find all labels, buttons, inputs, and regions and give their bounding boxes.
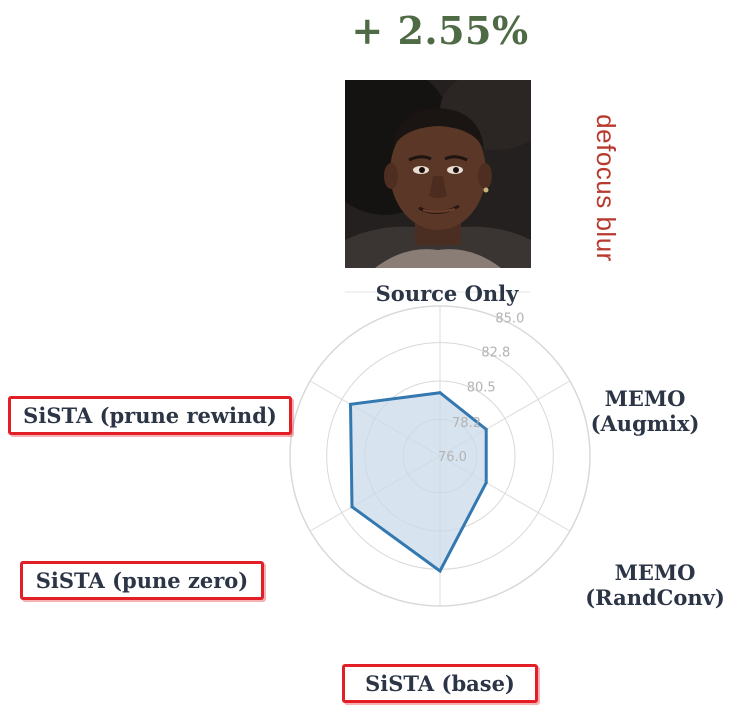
face-photo-illustration (345, 80, 531, 268)
radar-series-point (484, 481, 488, 485)
radar-tick-labels: 76.0 78.2 80.5 82.8 85.0 (438, 311, 524, 465)
axis-label-memo-augmix-text: MEMO (Augmix) (590, 386, 700, 436)
radar-series-point (350, 505, 354, 509)
axis-label-sista-pune-zero: SiSTA (pune zero) (20, 561, 264, 600)
face-photo (345, 80, 531, 268)
axis-label-memo-randconv-text: MEMO (RandConv) (585, 560, 725, 610)
radar-tick-label: 76.0 (438, 450, 467, 465)
axis-label-sista-prune-rewind: SiSTA (prune rewind) (8, 396, 292, 435)
radar-series-point (438, 569, 442, 573)
improvement-headline: + 2.55% (351, 8, 529, 53)
radar-tick-label: 85.0 (495, 311, 524, 326)
radar-series-point (438, 391, 442, 395)
radar-series-point (484, 427, 488, 431)
axis-label-memo-augmix: MEMO (Augmix) (585, 386, 705, 436)
radar-tick-label: 78.2 (452, 416, 481, 431)
axis-label-source-only: Source Only (375, 281, 519, 306)
radar-tick-label: 80.5 (467, 381, 496, 396)
axis-label-sista-base: SiSTA (base) (342, 664, 538, 703)
radar-series (348, 391, 488, 574)
radar-series-point (349, 402, 353, 406)
axis-label-memo-randconv: MEMO (RandConv) (580, 560, 730, 610)
radar-tick-label: 82.8 (481, 345, 510, 360)
